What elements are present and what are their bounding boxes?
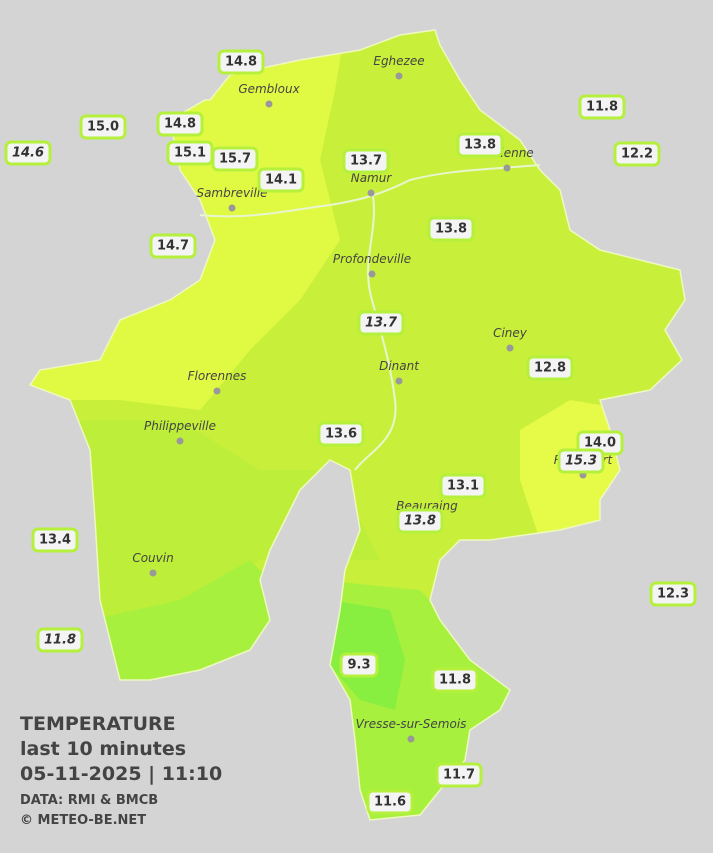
station-temp: 15.3 [565,454,597,469]
station-box [578,94,626,120]
station-box [211,146,259,172]
province-border [28,29,686,821]
town-dot [503,164,511,172]
town-dot [395,377,403,385]
station-temp: 12.8 [534,361,566,376]
town-name: Sambreville [196,186,267,200]
station-temp: 15.0 [87,120,119,135]
town-name: Couvin [132,551,173,565]
town-dot [228,204,236,212]
station-box [357,310,405,336]
town-dot [265,100,273,108]
station-box [79,114,127,140]
station-box [317,421,365,447]
station-temp: 12.2 [621,147,653,162]
station-temp: 11.8 [439,673,471,688]
town-dot [213,387,221,395]
station-box [257,167,305,193]
station-temp: 11.6 [374,795,406,810]
station-box [31,527,79,553]
town-dot [407,735,415,743]
station-temp: 13.4 [39,533,71,548]
station-temp: 14.6 [12,146,44,161]
town-dot [506,344,514,352]
station-temp: 14.1 [265,173,297,188]
town-name: Ciney [493,326,528,340]
station-box [156,111,204,137]
station-box [435,762,483,788]
station-temp: 12.3 [657,587,689,602]
station-temp: 13.8 [435,222,467,237]
station-temp: 14.0 [584,436,616,451]
town-name: Florennes [188,369,247,383]
station-temp: 13.7 [350,154,382,169]
station-box [217,49,265,75]
station-temp: 13.6 [325,427,357,442]
station-box [613,141,661,167]
station-temp: 14.8 [164,117,196,132]
town-name: Eghezee [373,54,424,68]
town-dot [176,437,184,445]
station-box [557,448,605,474]
station-box [339,652,379,678]
station-box [431,667,479,693]
legend-title: TEMPERATURE [20,713,176,735]
station-box [427,216,475,242]
station-box [649,581,697,607]
town-name: Vresse-sur-Semois [356,717,467,731]
station-temp: 13.1 [447,479,479,494]
station-box [526,355,574,381]
station-temp: 14.7 [157,239,189,254]
station-box [342,148,390,174]
station-box [366,789,414,815]
town-dot [367,189,375,197]
legend-datetime: 05-11-2025 | 11:10 [20,763,222,785]
station-temp: 11.8 [44,633,76,648]
station-temp: 13.8 [404,514,436,529]
station-temp: 15.7 [219,152,251,167]
station-temp: 11.7 [443,768,475,783]
station-box [439,473,487,499]
station-temp: 9.3 [347,658,370,673]
station-temp: 15.1 [174,146,206,161]
town-dot [149,569,157,577]
station-box [396,508,444,534]
legend-copyright: © METEO-BE.NET [20,813,146,828]
station-box [36,627,84,653]
station-box [456,132,504,158]
station-temp: 14.8 [225,55,257,70]
town-name: Namur [351,171,393,185]
station-box [149,233,197,259]
town-name: Dinant [379,359,420,373]
town-dot [395,72,403,80]
station-temp: 11.8 [586,100,618,115]
town-name: Philippeville [144,419,216,433]
legend-source: DATA: RMI & BMCB [20,793,158,808]
station-temp: 13.7 [365,316,398,331]
town-name: Gembloux [238,82,300,96]
town-name: Profondeville [333,252,411,266]
station-box [4,140,52,166]
legend-period: last 10 minutes [20,738,186,760]
town-dot [368,270,376,278]
station-temp: 13.8 [464,138,496,153]
